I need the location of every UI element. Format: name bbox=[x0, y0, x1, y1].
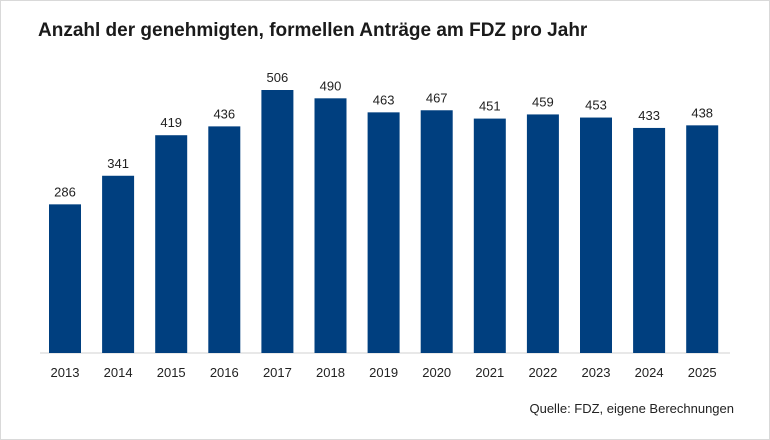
bar-2018 bbox=[314, 98, 347, 353]
data-label: 490 bbox=[320, 78, 342, 93]
data-label: 463 bbox=[373, 92, 395, 107]
data-label: 433 bbox=[638, 108, 660, 123]
x-tick-label: 2016 bbox=[210, 365, 239, 380]
bar-2022 bbox=[526, 114, 559, 353]
x-tick-label: 2013 bbox=[51, 365, 80, 380]
bar-2024 bbox=[633, 127, 666, 353]
bar-2016 bbox=[208, 126, 241, 354]
x-tick-label: 2020 bbox=[422, 365, 451, 380]
bar-2023 bbox=[580, 117, 612, 354]
bar-2017 bbox=[261, 90, 294, 353]
bar-2020 bbox=[420, 110, 453, 353]
x-tick-label: 2025 bbox=[688, 365, 717, 380]
x-tick-label: 2018 bbox=[316, 365, 345, 380]
x-tick-label: 2019 bbox=[369, 365, 398, 380]
x-tick-label: 2014 bbox=[104, 365, 133, 380]
bar-2019 bbox=[367, 112, 400, 354]
data-label: 459 bbox=[532, 94, 554, 109]
bar-2021 bbox=[473, 118, 506, 353]
x-tick-label: 2017 bbox=[263, 365, 292, 380]
data-label: 436 bbox=[213, 106, 235, 121]
data-label: 341 bbox=[107, 156, 129, 171]
x-tick-label: 2015 bbox=[157, 365, 186, 380]
bar-2014 bbox=[102, 175, 135, 353]
x-tick-label: 2021 bbox=[475, 365, 504, 380]
bar-2013 bbox=[49, 204, 81, 353]
data-label: 419 bbox=[160, 115, 182, 130]
x-tick-label: 2022 bbox=[528, 365, 557, 380]
x-tick-label: 2023 bbox=[582, 365, 611, 380]
source-note: Quelle: FDZ, eigene Berechnungen bbox=[529, 401, 734, 416]
bar-2025 bbox=[686, 125, 719, 353]
data-label: 506 bbox=[267, 70, 289, 85]
data-label: 467 bbox=[426, 90, 448, 105]
data-label: 286 bbox=[54, 184, 76, 199]
data-label: 453 bbox=[585, 98, 607, 113]
data-label: 451 bbox=[479, 99, 501, 114]
chart-title: Anzahl der genehmigten, formellen Anträg… bbox=[38, 20, 588, 41]
x-tick-label: 2024 bbox=[635, 365, 664, 380]
data-label: 438 bbox=[691, 105, 713, 120]
bar-2015 bbox=[155, 135, 188, 353]
